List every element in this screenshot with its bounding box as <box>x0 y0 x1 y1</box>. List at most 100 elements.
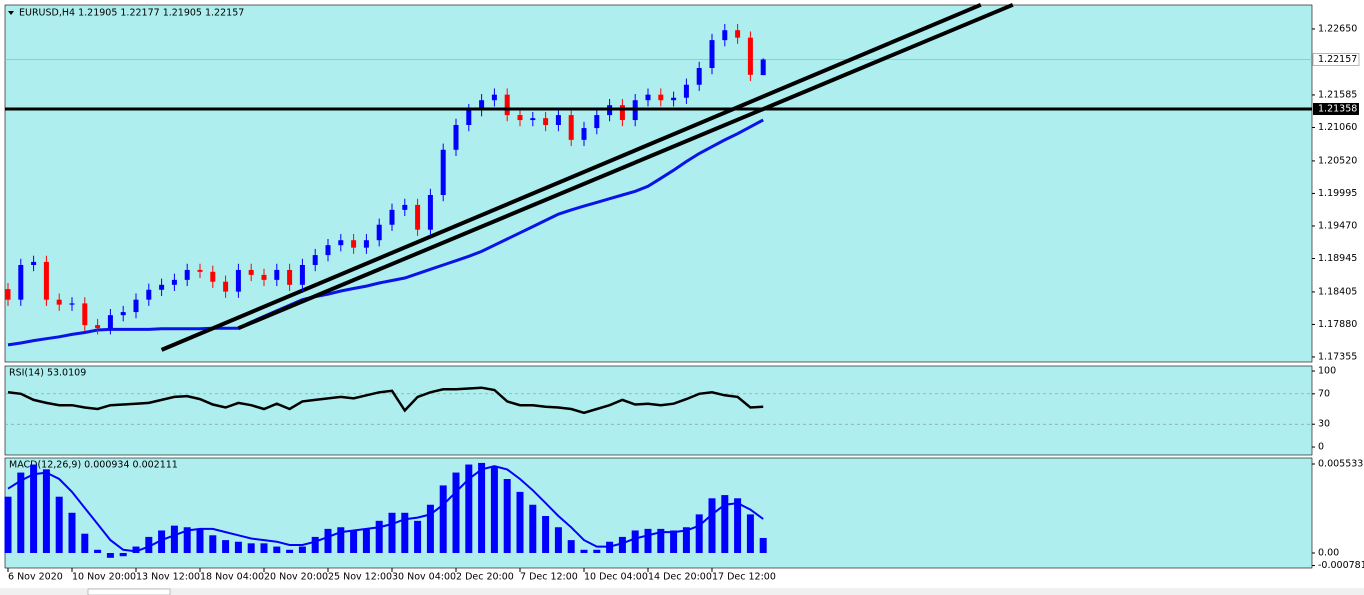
price-tag-label: 1.21358 <box>1318 104 1357 115</box>
price-tag <box>1312 53 1360 66</box>
menu-arrow[interactable] <box>8 11 14 15</box>
y-tick-label: 1.18405 <box>1318 286 1357 297</box>
y-tick-label: -0.000781 <box>1318 560 1364 571</box>
macd-bar <box>542 515 550 553</box>
macd-bar <box>452 472 460 553</box>
candle-body <box>722 30 728 41</box>
macd-bar <box>516 491 524 553</box>
x-tick-label: 14 Dec 20:00 <box>648 572 712 583</box>
candle-body <box>594 115 600 129</box>
candle-body <box>479 100 485 111</box>
x-tick-label: 10 Nov 20:00 <box>72 572 136 583</box>
macd-bar <box>670 530 678 553</box>
x-tick-label: 6 Nov 2020 <box>8 572 63 583</box>
candle-body <box>210 271 216 282</box>
candle-body <box>453 124 459 150</box>
y-tick-label: 1.17880 <box>1318 319 1357 330</box>
candle-body <box>351 240 357 248</box>
candle-body <box>171 279 177 285</box>
candle-body <box>543 118 549 125</box>
y-tick-label: 0 <box>1318 442 1324 453</box>
macd-bar <box>42 469 50 553</box>
macd-bar <box>746 514 754 553</box>
signal-line <box>7 465 764 553</box>
macd-bar <box>81 533 89 553</box>
macd-bar <box>4 496 12 553</box>
candle-body <box>274 269 280 280</box>
candle-body <box>415 204 421 230</box>
macd-header: MACD(12,26,9) 0.000934 0.002111 <box>9 460 178 471</box>
candle-body <box>581 128 587 140</box>
candle-body <box>555 115 561 125</box>
macd-bar <box>580 549 588 553</box>
macd-bar <box>247 543 255 553</box>
tab[interactable] <box>87 588 171 595</box>
macd-bar <box>350 530 358 553</box>
rsi-header: RSI(14) 53.0109 <box>9 368 86 379</box>
macd-bar <box>119 552 127 557</box>
macd-bar <box>132 546 140 553</box>
candle-body <box>95 325 101 329</box>
candle-body <box>287 269 293 285</box>
candle-body <box>197 269 203 272</box>
macd-bar <box>375 520 383 553</box>
macd-bar <box>618 536 626 553</box>
macd-bar <box>490 466 498 553</box>
x-tick-label: 17 Dec 12:00 <box>712 572 776 583</box>
candle-body <box>466 110 472 125</box>
candle-body <box>56 299 62 305</box>
macd-bar <box>30 464 38 553</box>
macd-bar <box>222 540 230 553</box>
macd-bar <box>183 527 191 553</box>
candle-body <box>491 94 497 101</box>
macd-bar <box>337 527 345 553</box>
candle-body <box>31 261 37 265</box>
candle-body <box>82 303 88 326</box>
trendline <box>160 2 982 352</box>
macd-bar <box>503 479 511 553</box>
macd-bar <box>465 464 473 553</box>
price-panel <box>4 4 1313 363</box>
candle-body <box>325 245 331 256</box>
candle-body <box>5 289 11 300</box>
macd-bar <box>170 525 178 553</box>
y-tick-label: 30 <box>1318 419 1330 430</box>
x-tick-label: 20 Nov 20:00 <box>264 572 328 583</box>
candle-body <box>645 94 651 101</box>
y-tick-label: 1.18945 <box>1318 253 1357 264</box>
candle-body <box>504 94 510 116</box>
macd-bar <box>631 530 639 553</box>
y-tick-label: 1.21585 <box>1318 89 1357 100</box>
macd-bar <box>234 541 242 553</box>
macd-bar <box>68 512 76 553</box>
macd-bar <box>286 549 294 553</box>
candle-body <box>760 59 766 76</box>
x-tick-label: 10 Dec 04:00 <box>584 572 648 583</box>
candle-body <box>159 284 165 290</box>
candle-body <box>312 255 318 265</box>
y-tick-label: 0.00 <box>1318 547 1339 558</box>
candle-body <box>248 269 254 275</box>
macd-bar <box>298 546 306 553</box>
macd-bar <box>196 528 204 553</box>
macd-bar <box>158 530 166 553</box>
candle-body <box>120 312 126 316</box>
macd-bar <box>324 528 332 553</box>
candle-body <box>747 37 753 75</box>
candle-body <box>671 97 677 101</box>
candle-body <box>133 299 139 313</box>
candle-body <box>402 204 408 210</box>
candle-body <box>568 115 574 140</box>
y-tick-label: 1.19995 <box>1318 188 1357 199</box>
x-tick-label: 18 Nov 04:00 <box>200 572 264 583</box>
candle-body <box>69 303 75 305</box>
macd-bar <box>362 528 370 553</box>
x-tick-label: 25 Nov 12:00 <box>328 572 392 583</box>
macd-bar <box>721 495 729 553</box>
macd-bar <box>17 472 25 553</box>
y-tick-label: 1.17355 <box>1318 351 1357 362</box>
trendline <box>237 2 1014 331</box>
macd-bar <box>55 496 63 553</box>
